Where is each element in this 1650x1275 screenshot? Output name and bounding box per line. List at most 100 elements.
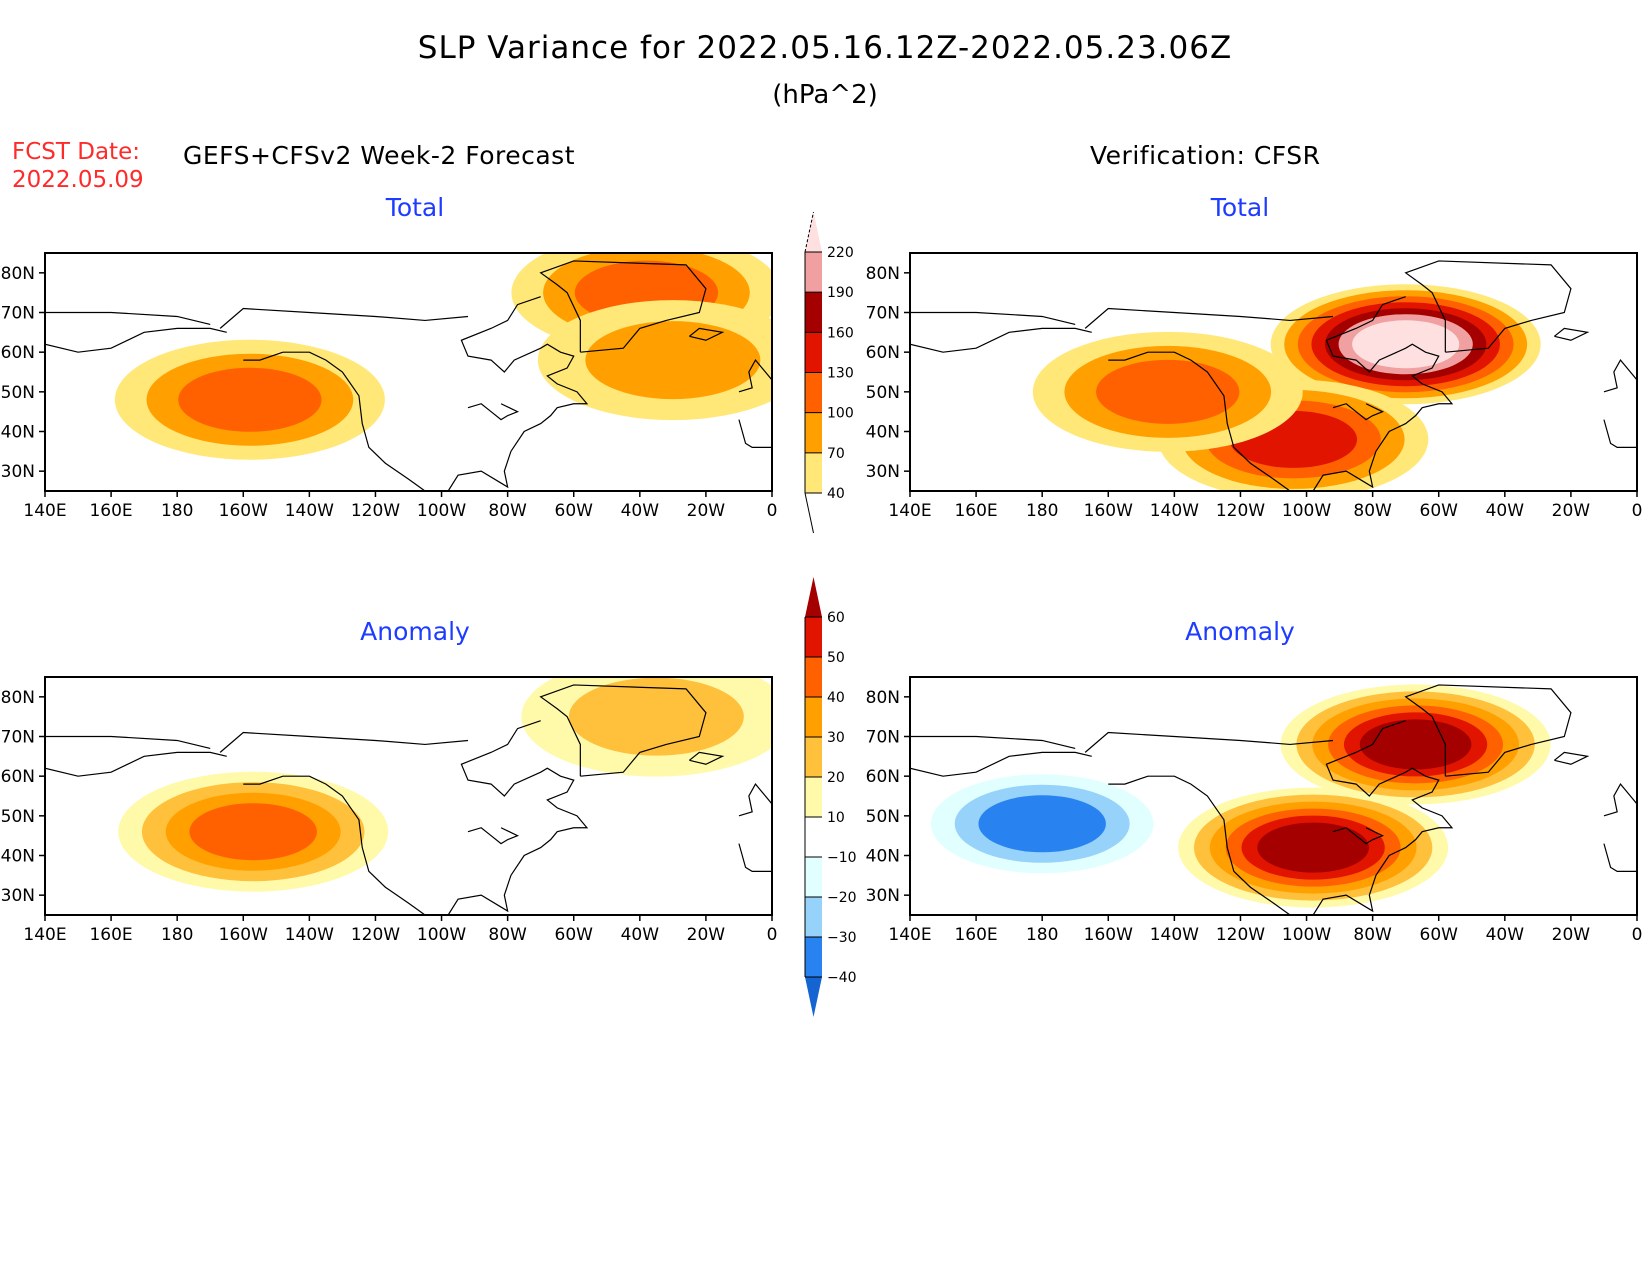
coastline: [689, 751, 725, 765]
x-tick-label: 140W: [285, 501, 334, 521]
coastline: [467, 827, 520, 845]
x-tick-label: 20W: [687, 501, 726, 521]
coastline: [1404, 260, 1572, 353]
colorbar-box: [805, 817, 822, 857]
colorbar-label: −20: [827, 890, 857, 906]
y-tick-label: 80N: [1, 264, 35, 284]
shaded-field: [910, 260, 1637, 491]
colorbar-label: 20: [827, 770, 845, 786]
coastline: [1332, 827, 1385, 845]
shaded-field: [910, 684, 1637, 915]
coastline: [219, 731, 469, 753]
x-tick-label: 160W: [1084, 501, 1133, 521]
colorbar-label: 50: [827, 650, 845, 666]
coastline: [910, 751, 1092, 777]
coastline: [1312, 720, 1454, 915]
x-tick-label: 60W: [1420, 925, 1459, 945]
x-tick-label: 0: [767, 501, 778, 521]
coastline: [1603, 783, 1637, 817]
x-tick-label: 180: [1026, 501, 1058, 521]
shaded-field: [45, 677, 772, 915]
x-tick-label: 0: [1632, 925, 1643, 945]
map-frame: [44, 676, 773, 916]
contour-fill-greenland-positive-anomaly: [568, 677, 744, 756]
colorbar-box: [805, 657, 822, 697]
coastline: [243, 351, 426, 491]
map-panel-verification-anomaly: 140E 160E 180 160W 140W 120W 100W 80W 60W 40W 20W 0…: [866, 676, 1643, 945]
contour-fill-central-us-positive-anomaly: [1257, 822, 1369, 873]
fcst-date-value: 2022.05.09: [12, 167, 144, 193]
x-tick-label: 120W: [351, 501, 400, 521]
units-label: (hPa^2): [772, 80, 878, 110]
x-tick-label: 120W: [351, 925, 400, 945]
x-tick-label: 40W: [1486, 925, 1525, 945]
colorbar-box: [805, 777, 822, 817]
main-title: SLP Variance for 2022.05.16.12Z-2022.05.…: [417, 30, 1233, 66]
forecast-total-subtitle: Total: [385, 193, 445, 222]
x-tick-label: 60W: [555, 501, 594, 521]
y-tick-label: 80N: [866, 688, 900, 708]
map-frame: [44, 252, 773, 492]
colorbar-label: 160: [827, 325, 854, 341]
colorbar-label: −40: [827, 970, 857, 986]
fcst-date: FCST Date: 2022.05.09: [12, 138, 144, 194]
colorbar-extend-high: [805, 577, 822, 617]
x-tick-label: 160E: [954, 501, 997, 521]
x-tick-label: 120W: [1216, 501, 1265, 521]
y-tick-label: 60N: [866, 767, 900, 787]
coastline: [45, 735, 211, 749]
coastline: [910, 311, 1076, 325]
colorbar-label: 40: [827, 690, 845, 706]
coastline: [45, 751, 227, 777]
coastline: [738, 843, 772, 872]
x-tick-label: 60W: [1420, 501, 1459, 521]
coastline: [738, 359, 772, 393]
contour-fill-north-pacific-maximum: [178, 367, 322, 432]
x-tick-label: 180: [161, 501, 193, 521]
x-tick-label: 60W: [555, 925, 594, 945]
coastline: [689, 327, 725, 341]
coastline: [1084, 307, 1334, 329]
contour-fill-mid-atlantic-maximum: [585, 321, 761, 400]
colorbar-label: 220: [827, 245, 854, 261]
colorbar-extend-low: [805, 977, 822, 1017]
coastline: [447, 296, 589, 491]
coastline: [738, 419, 772, 448]
coastline: [447, 720, 589, 915]
x-tick-label: 0: [1632, 501, 1643, 521]
x-tick-label: 40W: [621, 501, 660, 521]
x-tick-label: 100W: [1282, 925, 1331, 945]
y-tick-label: 40N: [1, 423, 35, 443]
x-tick-label: 140W: [1150, 925, 1199, 945]
colorbar-box: [805, 937, 822, 977]
y-tick-label: 50N: [866, 383, 900, 403]
colorbar-label: −10: [827, 850, 857, 866]
colorbar-box: [805, 617, 822, 657]
coastline: [1108, 775, 1291, 915]
coastline: [539, 260, 707, 353]
y-tick-label: 40N: [866, 847, 900, 867]
colorbar-label: 40: [827, 486, 845, 502]
colorbar-extend-low: [804, 492, 814, 534]
x-tick-label: 100W: [1282, 501, 1331, 521]
x-tick-label: 40W: [621, 925, 660, 945]
x-tick-label: 140E: [23, 501, 66, 521]
map-panel-verification-total: 140E 160E 180 160W 140W 120W 100W 80W 60W 40W 20W 0…: [866, 252, 1643, 521]
y-tick-label: 70N: [866, 728, 900, 748]
coastline: [539, 684, 707, 777]
coastline: [1603, 419, 1637, 448]
colorbar-box: [805, 372, 822, 413]
x-tick-label: 80W: [488, 501, 527, 521]
x-tick-label: 180: [161, 925, 193, 945]
colorbar-box: [805, 737, 822, 777]
y-tick-label: 30N: [1, 462, 35, 482]
colorbar-label: 60: [827, 610, 845, 626]
y-tick-label: 40N: [1, 847, 35, 867]
coastline: [1108, 351, 1291, 491]
contour-fill-labrador-positive-anomaly: [1359, 719, 1472, 770]
forecast-column-heading: GEFS+CFSv2 Week-2 Forecast: [183, 141, 575, 170]
forecast-anomaly-subtitle: Anomaly: [360, 617, 470, 646]
coastline: [219, 307, 469, 329]
x-tick-label: 140E: [888, 501, 931, 521]
y-tick-label: 80N: [866, 264, 900, 284]
